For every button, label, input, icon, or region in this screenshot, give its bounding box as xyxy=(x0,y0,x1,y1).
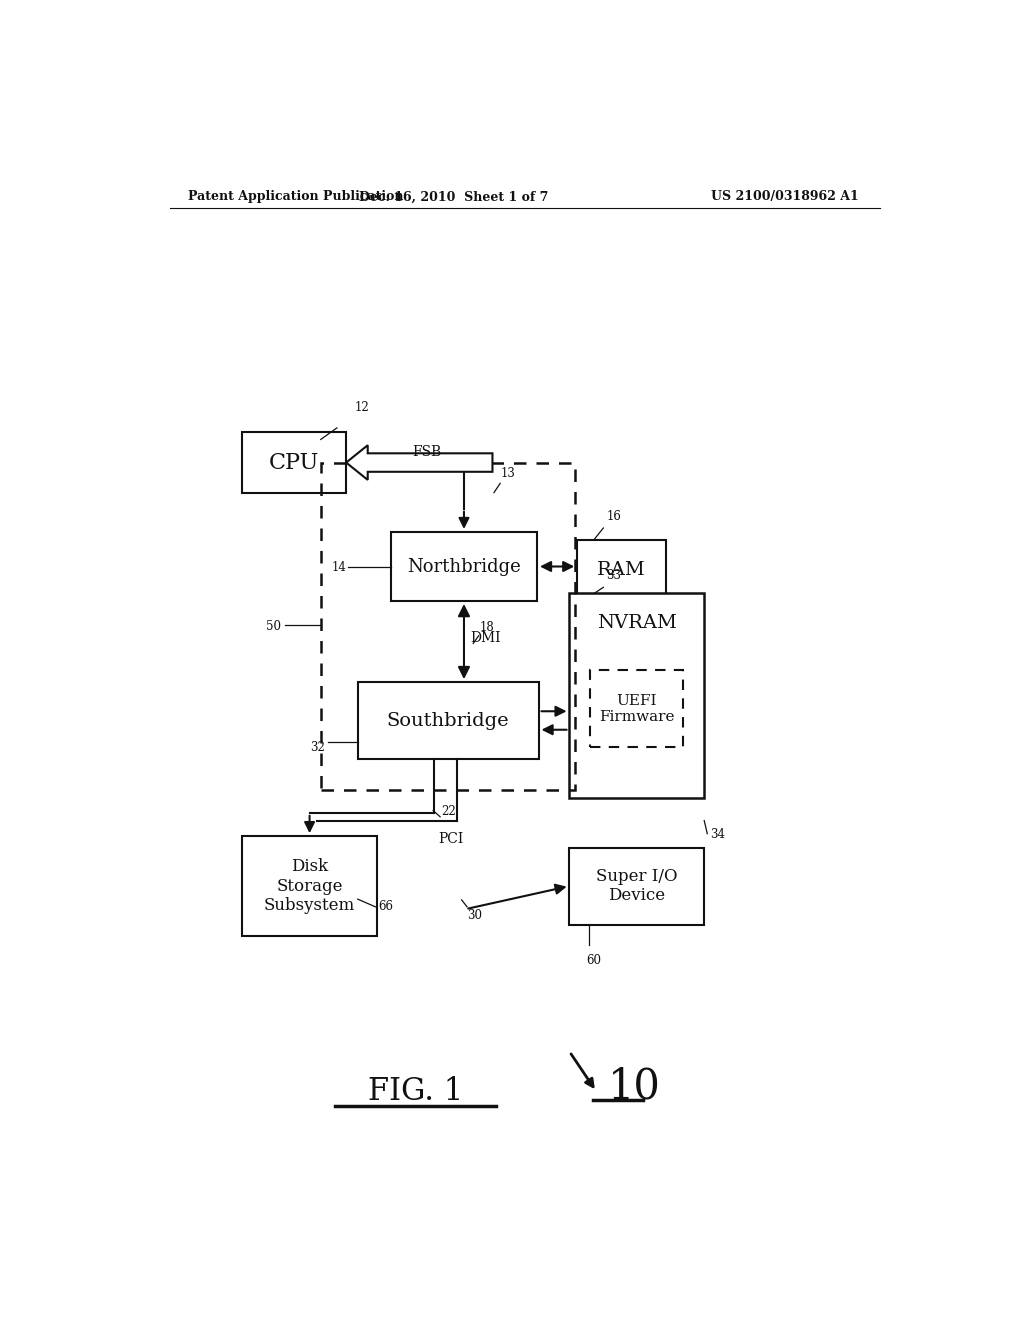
Bar xyxy=(590,671,683,747)
Text: 14: 14 xyxy=(332,561,347,574)
Text: RAM: RAM xyxy=(597,561,646,579)
Text: Disk
Storage
Subsystem: Disk Storage Subsystem xyxy=(264,858,355,915)
FancyArrow shape xyxy=(346,445,493,480)
Text: 33: 33 xyxy=(606,569,622,582)
Bar xyxy=(391,532,538,601)
Text: 66: 66 xyxy=(379,900,393,913)
Text: 12: 12 xyxy=(354,401,370,414)
Text: 10: 10 xyxy=(608,1065,660,1107)
Bar xyxy=(569,594,705,797)
Bar xyxy=(243,836,377,936)
Text: Southbridge: Southbridge xyxy=(387,711,510,730)
Text: Patent Application Publication: Patent Application Publication xyxy=(188,190,403,203)
Bar xyxy=(357,682,539,759)
Text: Dec. 16, 2010  Sheet 1 of 7: Dec. 16, 2010 Sheet 1 of 7 xyxy=(359,190,549,203)
Text: 50: 50 xyxy=(266,620,282,634)
Text: DMI: DMI xyxy=(470,631,501,644)
Text: FIG. 1: FIG. 1 xyxy=(368,1076,463,1107)
Text: 34: 34 xyxy=(711,829,725,841)
Text: 16: 16 xyxy=(606,510,622,523)
Text: 13: 13 xyxy=(500,467,515,480)
Bar xyxy=(569,847,705,924)
Text: PCI: PCI xyxy=(438,832,464,846)
Text: US 2100/0318962 A1: US 2100/0318962 A1 xyxy=(712,190,859,203)
Text: Northbridge: Northbridge xyxy=(408,557,521,576)
Text: 22: 22 xyxy=(441,805,456,818)
Bar xyxy=(578,540,666,601)
Text: Super I/O
Device: Super I/O Device xyxy=(596,867,678,904)
Text: CPU: CPU xyxy=(269,451,319,474)
Text: 30: 30 xyxy=(467,909,482,923)
Text: FSB: FSB xyxy=(413,445,441,459)
Text: NVRAM: NVRAM xyxy=(597,614,677,632)
Text: 18: 18 xyxy=(479,622,495,635)
Bar xyxy=(243,432,346,494)
Text: UEFI
Firmware: UEFI Firmware xyxy=(599,694,674,725)
Text: 60: 60 xyxy=(587,954,601,966)
Text: 32: 32 xyxy=(309,741,325,754)
Bar xyxy=(321,462,574,789)
